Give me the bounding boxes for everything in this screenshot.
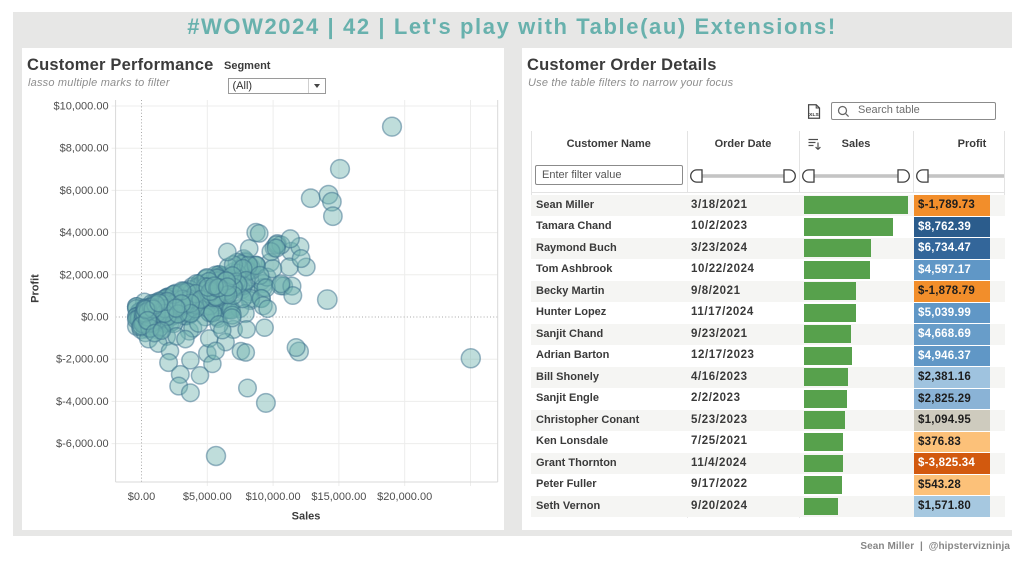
svg-text:$4,000.00: $4,000.00	[60, 227, 109, 239]
svg-text:$20,000.00: $20,000.00	[377, 491, 432, 503]
svg-text:Profit: Profit	[29, 274, 41, 303]
svg-text:$15,000.00: $15,000.00	[311, 491, 366, 503]
svg-text:$6,000.00: $6,000.00	[60, 185, 109, 197]
svg-text:$10,000.00: $10,000.00	[246, 491, 301, 503]
svg-text:XLS: XLS	[809, 112, 819, 118]
svg-text:$5,000.00: $5,000.00	[183, 491, 232, 503]
svg-text:$8,000.00: $8,000.00	[60, 143, 109, 155]
svg-text:$-2,000.00: $-2,000.00	[56, 354, 109, 366]
svg-text:$-4,000.00: $-4,000.00	[56, 396, 109, 408]
svg-text:$2,000.00: $2,000.00	[60, 269, 109, 281]
svg-text:Sales: Sales	[292, 511, 321, 523]
svg-text:$0.00: $0.00	[128, 491, 156, 503]
svg-text:$10,000.00: $10,000.00	[54, 101, 109, 113]
svg-text:$-6,000.00: $-6,000.00	[56, 438, 109, 450]
svg-text:$0.00: $0.00	[81, 312, 109, 324]
